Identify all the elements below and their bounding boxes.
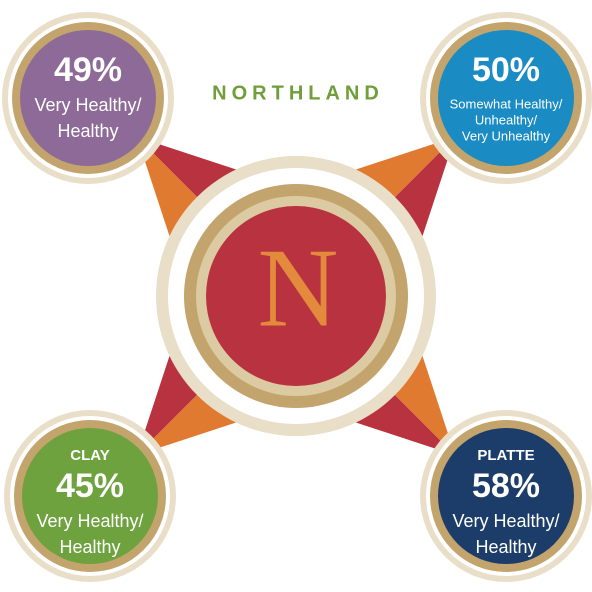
title: NORTHLAND [212, 82, 384, 104]
region-label: Very Healthy/ [36, 511, 143, 531]
region-percent: 58% [472, 467, 540, 505]
region-percent: 50% [472, 51, 540, 89]
region-percent: 49% [54, 51, 122, 89]
region-label: Very Healthy/ [452, 511, 559, 531]
region-name: CLAY [70, 447, 109, 464]
regions: 49% Very Healthy/Healthy 50% Somewhat Healt… [2, 12, 592, 582]
center-disc [206, 206, 386, 386]
region-label: Unhealthy/ [475, 112, 538, 127]
region-label: Healthy [475, 537, 536, 557]
region-disc [438, 30, 574, 166]
region-label: Healthy [59, 537, 120, 557]
region-label: Somewhat Healthy/ [450, 96, 563, 111]
region-percent: 45% [56, 467, 124, 505]
region-disc [438, 428, 574, 564]
region-name: PLATTE [477, 447, 534, 464]
region-label: Very Healthy/ [34, 95, 141, 115]
center-letter: N [258, 227, 339, 351]
region-label: Very Unhealthy [462, 128, 551, 143]
region-label: Healthy [57, 121, 118, 141]
region-disc [22, 428, 158, 564]
region-disc [20, 30, 156, 166]
